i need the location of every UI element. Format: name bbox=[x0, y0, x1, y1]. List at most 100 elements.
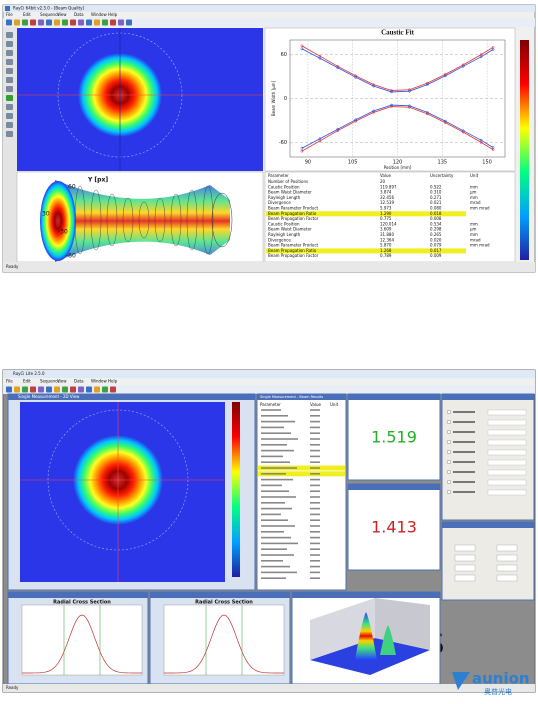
row-text bbox=[310, 542, 320, 545]
table-cell: 1.290 bbox=[380, 211, 392, 216]
tool-icon bbox=[110, 386, 116, 393]
row-text bbox=[310, 502, 320, 504]
row-text bbox=[310, 473, 320, 475]
window-title-bar bbox=[348, 394, 440, 400]
row-text bbox=[261, 560, 283, 562]
readout-value: 1.413 bbox=[371, 518, 417, 537]
data-point bbox=[300, 47, 304, 51]
watermark-brand: aunion bbox=[472, 670, 530, 688]
table-cell: Beam Parameter Product bbox=[268, 206, 319, 211]
row-highlight bbox=[258, 465, 345, 471]
field bbox=[487, 459, 527, 466]
x-axis-label: Position [mm] bbox=[384, 165, 412, 170]
field bbox=[487, 469, 527, 476]
tool-icon bbox=[94, 386, 100, 393]
label bbox=[453, 451, 475, 453]
status-text: Ready bbox=[6, 264, 19, 269]
cross-sections: Radial Cross Section Radial Cross Section bbox=[7, 591, 291, 685]
table-cell: Beam Waist Diameter bbox=[268, 227, 312, 232]
data-point bbox=[372, 84, 375, 88]
window-title-bar bbox=[150, 592, 290, 598]
data-point bbox=[408, 89, 411, 93]
row-text bbox=[261, 455, 283, 458]
row-text bbox=[261, 473, 286, 475]
menu-item: Edit bbox=[23, 379, 31, 384]
row-text bbox=[310, 409, 320, 411]
caustic-ring bbox=[106, 193, 118, 247]
field bbox=[454, 574, 476, 582]
tool-icon bbox=[6, 122, 13, 128]
window-title: Single Measurement - Beam Results bbox=[260, 395, 323, 399]
row-text bbox=[261, 577, 286, 579]
data-point bbox=[491, 146, 495, 149]
menu-item: File bbox=[6, 379, 13, 384]
row-text bbox=[310, 420, 320, 423]
caustic-chart: Caustic Fit 90 105 120 135 150 -60 0 60 Position … bbox=[271, 29, 506, 170]
readout-value: 1.519 bbox=[371, 428, 417, 447]
tool-icon bbox=[6, 104, 13, 110]
plot-area bbox=[21, 604, 143, 676]
window-title-bar bbox=[442, 394, 534, 400]
tool-icon bbox=[86, 19, 92, 26]
radio bbox=[447, 440, 452, 445]
row-text bbox=[261, 496, 296, 498]
table-cell: 32.456 bbox=[380, 195, 394, 200]
label bbox=[453, 431, 475, 433]
row-text bbox=[310, 432, 320, 434]
row-text bbox=[261, 554, 294, 556]
row-highlight bbox=[266, 211, 466, 217]
table-cell: 0.534 bbox=[430, 221, 442, 226]
table-cell: 120.014 bbox=[380, 221, 397, 226]
series-line bbox=[301, 45, 494, 91]
caustic-end bbox=[40, 181, 76, 261]
row-text bbox=[310, 554, 320, 556]
table-cell: Beam Propagation Factor bbox=[268, 253, 319, 258]
table-cell: 5.973 bbox=[380, 206, 392, 211]
table-header: Value bbox=[310, 402, 322, 407]
toolbar-icons bbox=[6, 19, 132, 26]
tool-icon bbox=[6, 95, 13, 101]
data-point bbox=[461, 64, 465, 68]
settings-controls bbox=[447, 409, 527, 496]
chart-title: Caustic Fit bbox=[381, 29, 415, 37]
caustic-ring bbox=[202, 185, 214, 255]
tool-icon bbox=[14, 19, 20, 26]
x-tick-label: 105 bbox=[348, 160, 358, 166]
row-text bbox=[261, 542, 298, 545]
tool-icon bbox=[54, 386, 60, 393]
3d-wall bbox=[310, 598, 375, 660]
app-icon bbox=[5, 6, 10, 11]
row-highlight bbox=[266, 248, 466, 254]
field bbox=[496, 544, 518, 552]
x-tick-label: 135 bbox=[438, 160, 448, 166]
plot-area bbox=[163, 604, 285, 676]
tool-icon bbox=[6, 32, 13, 38]
data-point bbox=[479, 138, 483, 142]
radio bbox=[447, 470, 452, 475]
row-text bbox=[261, 502, 285, 504]
caustic-rings bbox=[74, 185, 214, 255]
tool-icon bbox=[102, 386, 108, 393]
data-point bbox=[336, 66, 340, 70]
3d-peak bbox=[355, 612, 377, 660]
table-cell: 3.609 bbox=[380, 227, 392, 232]
menu-item: Help bbox=[108, 12, 118, 17]
table-cell: mm bbox=[470, 221, 478, 226]
table-cell: 0.789 bbox=[380, 253, 392, 258]
y-tick-label: 60 bbox=[281, 52, 287, 58]
tool-icon bbox=[70, 386, 76, 393]
table-cell: Divergence bbox=[268, 237, 291, 242]
table-cell: 1.268 bbox=[380, 248, 392, 253]
radio bbox=[447, 420, 452, 425]
menu-item: Sequence bbox=[40, 12, 60, 17]
tool-strip-icons bbox=[6, 32, 13, 137]
menu-item: Data bbox=[74, 379, 84, 384]
table-cell: Divergence bbox=[268, 200, 291, 205]
row-text bbox=[261, 409, 281, 411]
table-cell: mm mrad bbox=[470, 206, 490, 211]
readout-window bbox=[347, 393, 441, 481]
label bbox=[453, 411, 475, 413]
caustic-ring bbox=[90, 189, 102, 251]
